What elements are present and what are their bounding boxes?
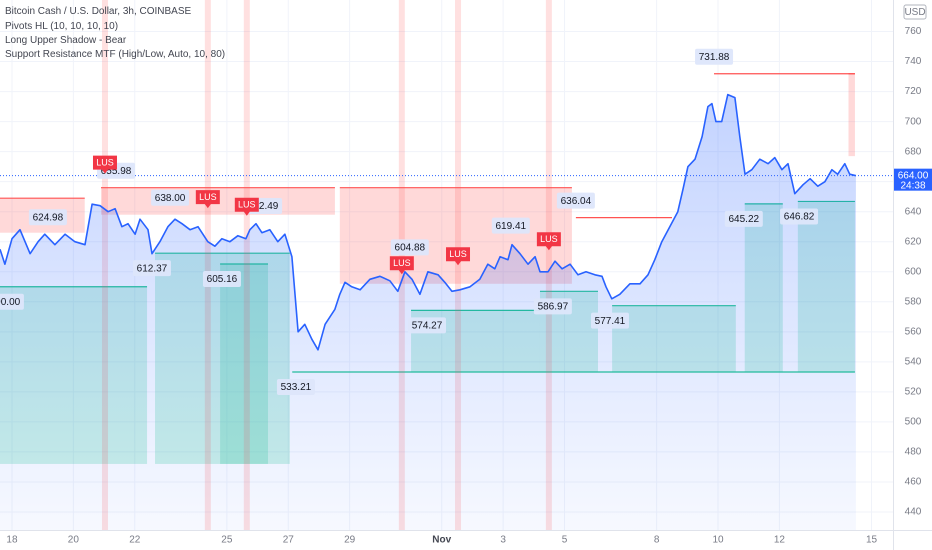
price-line	[0, 93, 857, 351]
area	[0, 94, 856, 530]
pivot-box	[491, 217, 530, 234]
pivot-label: 605.16	[207, 274, 238, 285]
event-marker	[389, 256, 414, 275]
event-marker	[92, 155, 117, 174]
pivot-label: 612.37	[137, 263, 168, 274]
pivot-label: 636.04	[561, 196, 592, 207]
pivot-label: 624.98	[33, 212, 64, 223]
legend-indicator: Long Upper Shadow - Bear	[5, 35, 127, 46]
event-label: LUS	[199, 192, 217, 202]
y-tick-label: 480	[905, 447, 922, 458]
y-tick-label: 680	[905, 146, 922, 157]
y-tick-label: 720	[905, 86, 922, 97]
event-band	[545, 0, 552, 530]
pivot-label: 632.49	[248, 201, 279, 212]
y-tick-label: 600	[905, 266, 922, 277]
event-marker	[446, 247, 471, 266]
zone	[848, 73, 855, 157]
event-label: LUS	[449, 249, 467, 259]
x-tick-label: 15	[866, 535, 878, 546]
pivot-label: 655.98	[101, 166, 132, 177]
y-tick-label: 500	[905, 417, 922, 428]
event-label: LUS	[238, 200, 256, 210]
last-price-label: 664.00	[898, 170, 929, 181]
pivot-label: 638.00	[155, 193, 186, 204]
x-tick-label: 12	[774, 535, 786, 546]
pivot-label: 577.41	[595, 316, 626, 327]
event-label: LUS	[393, 258, 411, 268]
y-tick-label: 540	[905, 356, 922, 367]
pivot-label: 646.82	[784, 212, 815, 223]
pivot-label: 574.27	[412, 321, 443, 332]
x-tick-label: 25	[221, 535, 233, 546]
pivot-label: 731.88	[699, 52, 730, 63]
y-tick-label: 700	[905, 116, 922, 127]
pivot-label: 533.21	[281, 382, 312, 393]
pivot-label: 619.41	[496, 221, 527, 232]
y-tick-label: 440	[905, 507, 922, 518]
event-label: LUS	[96, 158, 114, 168]
y-tick-label: 740	[905, 56, 922, 67]
last-price-box	[894, 168, 932, 191]
y-tick-label: 560	[905, 326, 922, 337]
legend-indicator: Pivots HL (10, 10, 10, 10)	[5, 21, 118, 32]
y-tick-label: 640	[905, 206, 922, 217]
pivot-label: 586.97	[538, 301, 569, 312]
y-tick-label: 620	[905, 236, 922, 247]
y-tick-label: 760	[905, 26, 922, 37]
x-tick-label: 8	[654, 535, 660, 546]
x-tick-label: 27	[283, 535, 295, 546]
pivot-box	[408, 317, 447, 334]
pivot-box	[780, 208, 819, 225]
pivot-box	[556, 192, 595, 209]
x-tick-label: 10	[712, 535, 724, 546]
pivot-label: 590.00	[0, 297, 21, 308]
pivot-box	[533, 298, 572, 315]
pivot-box	[390, 239, 429, 256]
y-tick-label: 460	[905, 477, 922, 488]
x-tick-label: 22	[129, 535, 141, 546]
pivot-box	[151, 189, 190, 206]
y-tick-label: 580	[905, 296, 922, 307]
event-marker	[195, 190, 220, 209]
pivot-label: 645.22	[729, 214, 760, 225]
pivot-box	[276, 379, 315, 396]
event-marker	[234, 197, 259, 216]
x-tick-label: 3	[500, 535, 506, 546]
x-tick-label: Nov	[432, 535, 451, 546]
pivot-box	[132, 260, 171, 277]
pivot-box	[695, 48, 734, 65]
x-tick-label: 29	[344, 535, 356, 546]
legend-indicator: Support Resistance MTF (High/Low, Auto, …	[5, 49, 225, 60]
pivot-box	[28, 209, 67, 226]
event-marker	[536, 232, 561, 251]
countdown: 24:38	[900, 180, 925, 191]
pivot-box	[590, 312, 629, 329]
pivot-box	[0, 293, 24, 310]
legend-title: Bitcoin Cash / U.S. Dollar, 3h, COINBASE	[5, 6, 192, 17]
event-label: LUS	[540, 234, 558, 244]
x-tick-label: 5	[562, 535, 568, 546]
currency[interactable]: USD	[904, 7, 925, 18]
x-tick-label: 18	[6, 535, 18, 546]
legend: Bitcoin Cash / U.S. Dollar, 3h, COINBASE…	[5, 6, 225, 60]
pivot-box	[202, 271, 241, 288]
pivot-label: 604.88	[395, 243, 426, 254]
x-tick-label: 20	[68, 535, 80, 546]
pivot-box	[724, 210, 763, 227]
y-tick-label: 520	[905, 387, 922, 398]
currency-box[interactable]	[903, 4, 927, 20]
